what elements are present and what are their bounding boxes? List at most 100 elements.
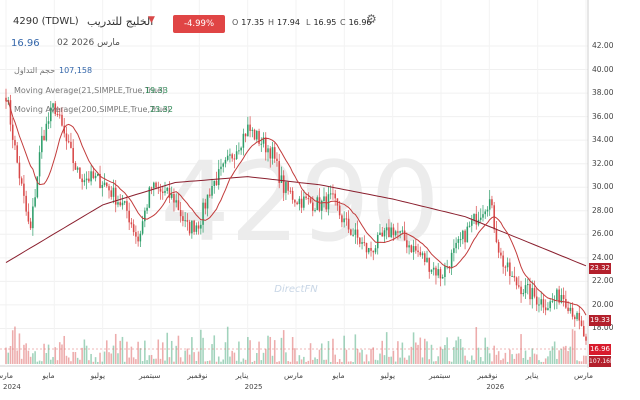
volume-bar	[128, 357, 130, 364]
y-tick-label: 34.00	[592, 135, 614, 145]
candle-body	[300, 198, 303, 208]
candle-body	[54, 103, 57, 114]
volume-bar	[110, 353, 113, 364]
candle-body	[188, 221, 191, 234]
candle-body	[468, 225, 471, 227]
volume-bar	[226, 326, 229, 364]
y-tick-label: 20.00	[592, 299, 614, 309]
candle-body	[215, 180, 218, 186]
candle-body	[394, 231, 397, 236]
candle-body	[70, 141, 72, 149]
candle-body	[14, 139, 16, 146]
candle-body	[518, 285, 520, 287]
y-tick-label: 40.00	[592, 64, 614, 74]
candle-body	[58, 114, 61, 116]
candle-body	[155, 182, 157, 188]
y-tick-label: 38.00	[592, 88, 614, 98]
candle-body	[150, 187, 153, 189]
candle-body	[117, 202, 119, 205]
volume-bar	[341, 361, 343, 364]
volume-bar	[256, 353, 258, 364]
volume-tag: 107.16K	[589, 356, 614, 367]
volume-bar	[352, 361, 354, 364]
candle-body	[303, 196, 305, 208]
candle-body	[238, 150, 240, 152]
volume-bar	[462, 347, 464, 364]
candle-body	[567, 307, 569, 312]
candle-body	[354, 229, 357, 235]
volume-bar	[34, 351, 36, 364]
company-name: الخليج للتدريب	[87, 15, 154, 28]
candle-body	[464, 230, 466, 243]
volume-bar	[58, 342, 61, 364]
candle-body	[576, 312, 578, 320]
x-tick-label: نوفمبر	[477, 371, 498, 380]
volume-bar	[385, 332, 388, 364]
candle-body	[556, 289, 558, 301]
candle-body	[540, 299, 542, 305]
candle-body	[582, 325, 585, 337]
candle-body	[209, 194, 211, 196]
volume-bar	[518, 353, 520, 364]
volume-bar	[224, 342, 227, 364]
volume-bar	[11, 330, 14, 364]
volume-bar	[213, 335, 216, 364]
volume-bar	[486, 346, 489, 364]
volume-bar	[63, 335, 66, 364]
volume-bar	[504, 352, 507, 364]
ma200-price-tag: 23.32	[589, 263, 611, 274]
volume-bar	[412, 332, 415, 364]
volume-bar	[92, 361, 95, 364]
volume-bar	[479, 357, 482, 364]
candle-body	[376, 234, 379, 249]
candle-body	[43, 135, 45, 141]
volume-bar	[578, 361, 581, 364]
volume-bar	[569, 346, 572, 364]
candle-body	[130, 222, 133, 225]
y-tick-label: 42.00	[592, 41, 614, 50]
volume-bar	[549, 350, 551, 364]
candle-body	[453, 248, 455, 253]
volume-bar	[135, 359, 137, 364]
candle-body	[18, 162, 21, 179]
gear-icon[interactable]: ⚙	[366, 12, 377, 26]
volume-bar	[65, 355, 68, 364]
candle-body	[571, 307, 574, 317]
candle-body	[121, 202, 124, 206]
candle-body	[385, 227, 388, 231]
volume-bar	[421, 357, 424, 364]
volume-bar	[574, 330, 576, 364]
volume-bar	[177, 335, 180, 364]
volume-bar	[32, 353, 34, 364]
volume-bar	[446, 337, 448, 364]
ma21-line	[5, 100, 587, 316]
volume-bar	[235, 360, 238, 364]
candle-body	[99, 173, 101, 188]
candle-body	[341, 215, 343, 223]
volume-bar	[112, 345, 115, 364]
candle-body	[343, 218, 345, 223]
candle-body	[504, 266, 507, 268]
volume-bar	[347, 361, 350, 364]
candle-body	[262, 137, 265, 144]
candle-body	[513, 275, 516, 278]
candle-body	[224, 159, 227, 164]
volume-bar	[502, 358, 504, 364]
volume-bar	[195, 360, 198, 364]
x-tick-label: سبتمبر	[429, 371, 451, 380]
candle-body	[45, 123, 48, 141]
candle-body	[137, 236, 139, 242]
candle-body	[558, 289, 560, 303]
candles	[5, 88, 587, 345]
candle-body	[544, 307, 547, 311]
candle-body	[65, 133, 68, 142]
candle-body	[455, 242, 457, 249]
x-tick-label: مارس	[284, 371, 304, 380]
volume-bar	[276, 361, 278, 364]
volume-bar	[524, 350, 527, 364]
volume-bar	[188, 354, 191, 364]
volume-bar	[186, 348, 189, 364]
volume-bar	[415, 342, 417, 364]
volume-bar	[332, 338, 334, 364]
